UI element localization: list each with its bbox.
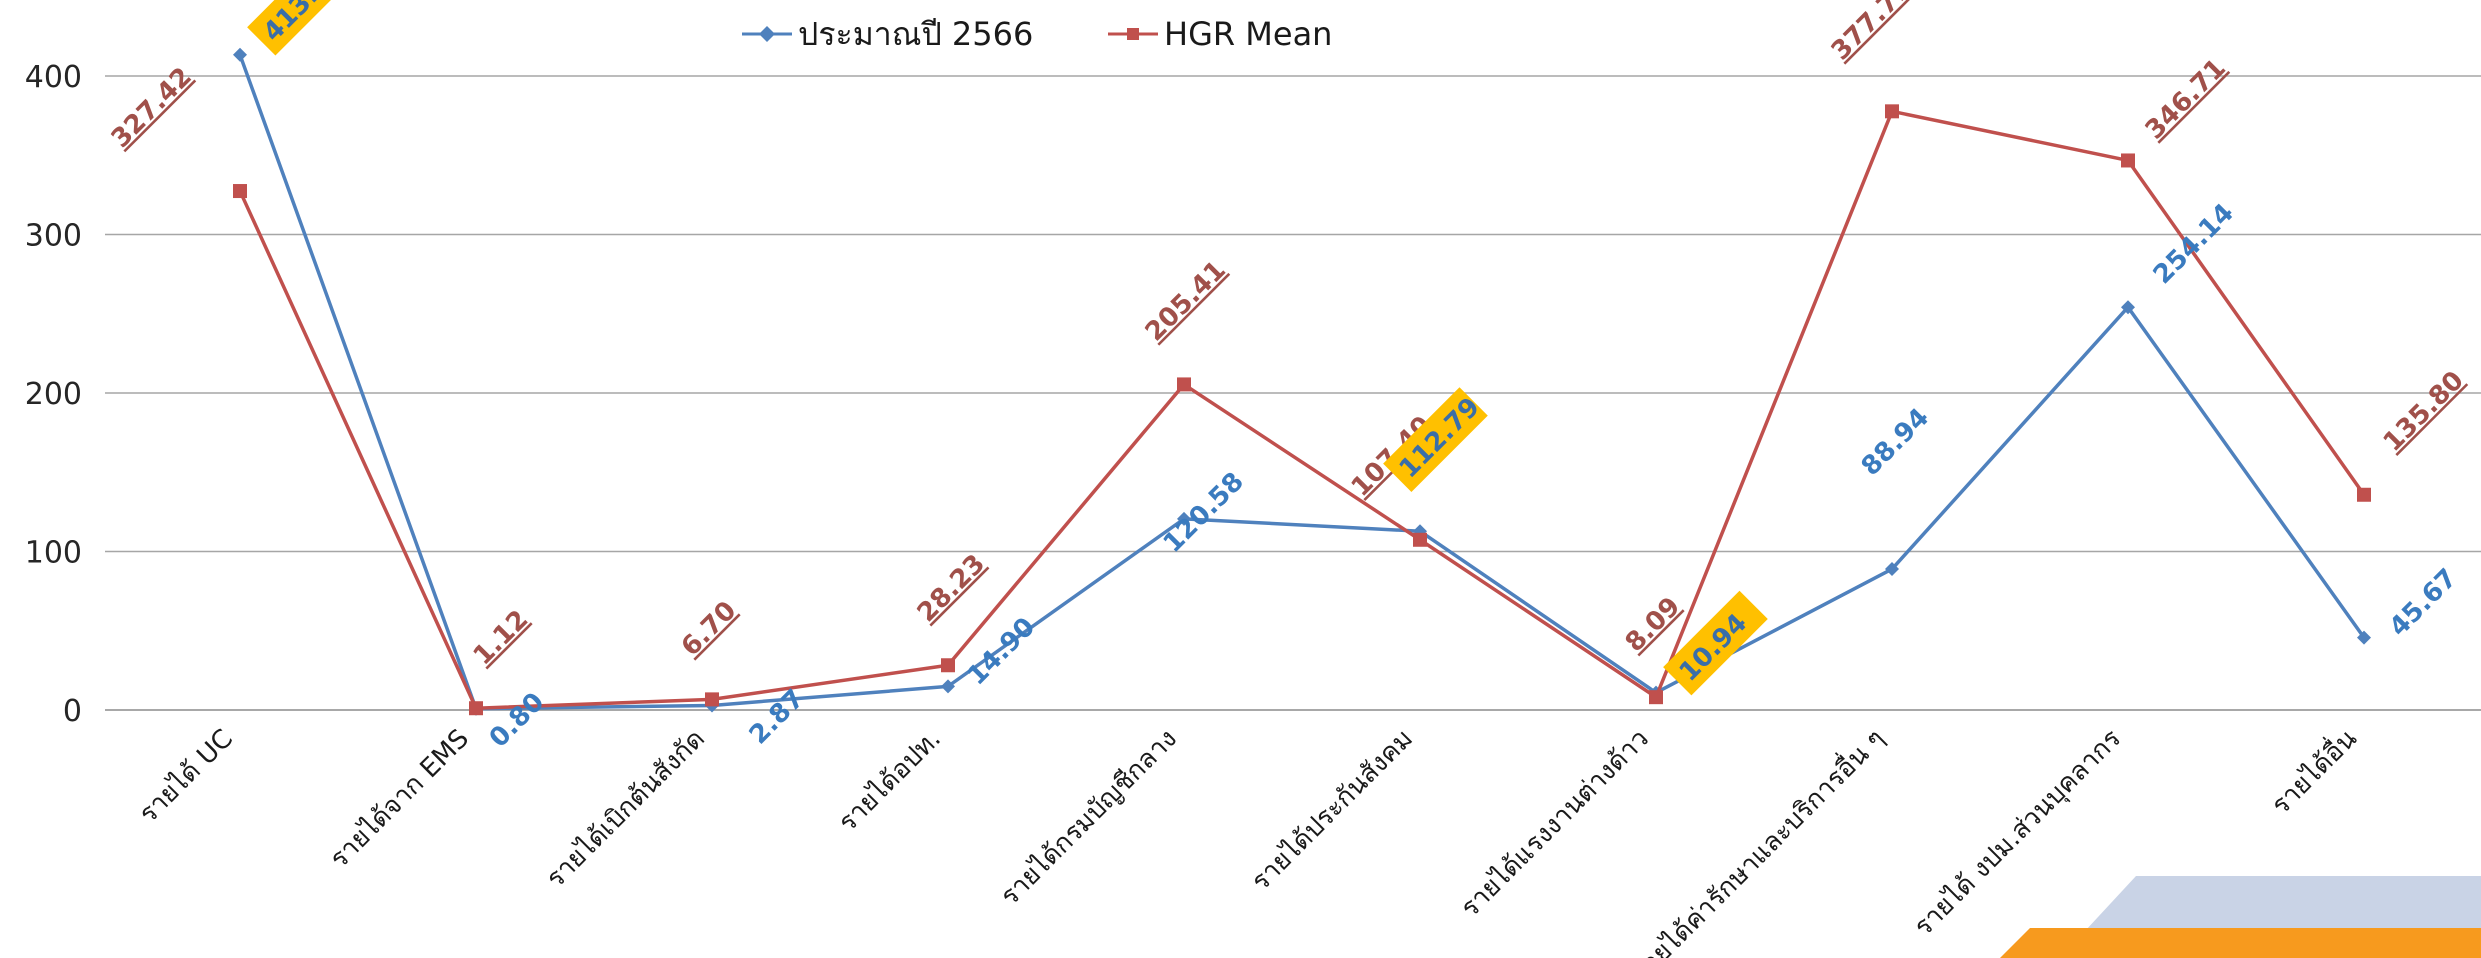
- data-label-series-1: 88.94: [1856, 403, 1935, 482]
- data-point-series-2: [469, 701, 483, 716]
- y-tick-label: 400: [25, 60, 82, 95]
- data-label-series-2-text: 205.41: [1140, 255, 1232, 347]
- data-label-series-2-text: 28.23: [912, 549, 991, 628]
- legend-label-series-2: HGR Mean: [1164, 15, 1332, 53]
- y-tick-label: 300: [25, 219, 82, 254]
- y-axis-ticks: 0 100 200 300 400: [25, 60, 82, 729]
- x-tick-label: รายได้ UC: [133, 723, 239, 829]
- y-tick-label: 100: [25, 536, 82, 571]
- data-label-series-1: 120.58: [1158, 467, 1250, 559]
- series-lines: [233, 47, 2371, 716]
- x-tick-label: รายได้อื่น: [2263, 721, 2363, 821]
- gridlines: [105, 75, 2481, 711]
- data-label-series-1: 254.14: [2148, 198, 2240, 290]
- corner-decoration: [2000, 876, 2481, 958]
- data-label-series-1-text: 45.67: [2384, 563, 2463, 642]
- data-label-series-2: 6.70: [676, 596, 743, 663]
- data-point-series-2: [2357, 487, 2371, 502]
- data-point-series-1: [941, 679, 955, 694]
- legend-marker-series-2: [1127, 28, 1139, 40]
- x-tick-label: รายได้ประกันสังคม: [1245, 723, 1419, 897]
- data-label-series-2-text: 6.70: [676, 596, 743, 663]
- label-highlight: [1663, 590, 1768, 696]
- label-highlight: [1383, 387, 1488, 492]
- data-label-series-1: 413.38: [247, 0, 352, 56]
- legend-label-series-1: ประมาณปี 2566: [798, 15, 1033, 53]
- x-tick-label: รายได้อปท.: [832, 723, 947, 838]
- data-point-series-1: [1885, 562, 1899, 577]
- x-tick-label: รายได้ค่ารักษาและบริการอื่น ๆ: [1623, 721, 1890, 958]
- x-tick-label: รายได้กรมบัญชีกลาง: [994, 723, 1183, 912]
- data-label-series-1-text: 0.80: [484, 687, 551, 754]
- x-tick-label: รายได้แรงงานต่างด้าว: [1454, 723, 1654, 923]
- y-tick-label: 200: [25, 377, 82, 412]
- data-label-series-1: 0.80: [484, 687, 551, 754]
- decor-band-orange: [2000, 928, 2481, 958]
- data-label-series-2: 346.71: [2140, 53, 2232, 145]
- series-line-1: [238, 54, 2366, 711]
- data-label-series-1-text: 120.58: [1158, 467, 1250, 559]
- data-label-series-2: 28.23: [912, 549, 991, 628]
- label-highlight: [247, 0, 352, 56]
- data-point-series-1: [2357, 630, 2371, 645]
- data-point-series-1: [2121, 300, 2135, 315]
- data-point-series-1: [1177, 511, 1191, 526]
- data-label-series-2-text: 1.12: [468, 605, 535, 672]
- legend: ประมาณปี 2566 HGR Mean: [742, 15, 1332, 53]
- data-label-series-2-text: 377.71: [1826, 0, 1918, 66]
- data-point-series-2: [705, 692, 719, 707]
- x-tick-label: รายได้จาก EMS: [324, 723, 475, 874]
- data-point-series-2: [233, 184, 247, 199]
- y-tick-label: 0: [63, 694, 82, 729]
- data-label-series-2: 135.80: [2378, 366, 2470, 458]
- data-label-series-1-text: 254.14: [2148, 198, 2240, 290]
- data-point-series-2: [1177, 377, 1191, 392]
- data-label-series-2: 205.41: [1140, 255, 1232, 347]
- series-line-2: [238, 109, 2366, 710]
- legend-marker-series-1: [759, 26, 775, 42]
- data-point-series-2: [941, 658, 955, 673]
- data-point-series-2: [1413, 532, 1427, 547]
- data-label-series-1-text: 14.90: [962, 612, 1041, 691]
- data-point-series-2: [2121, 153, 2135, 168]
- data-label-series-2-text: 135.80: [2378, 366, 2470, 458]
- data-label-series-1-text: 88.94: [1856, 403, 1935, 482]
- data-point-series-2: [1649, 690, 1663, 705]
- x-tick-label: รายได้เบิกต้นสังกัด: [540, 723, 711, 894]
- data-point-series-2: [1885, 104, 1899, 119]
- data-labels: 327.421.126.7028.23205.41107.408.09377.7…: [106, 0, 2470, 754]
- data-label-series-1: 45.67: [2384, 563, 2463, 642]
- data-label-series-2-text: 346.71: [2140, 53, 2232, 145]
- data-label-series-2: 377.71: [1826, 0, 1918, 66]
- data-label-series-1: 14.90: [962, 612, 1041, 691]
- x-tick-label: รายได้ งปม.ส่วนบุคลากร: [1908, 723, 2127, 942]
- data-label-series-2: 1.12: [468, 605, 535, 672]
- data-point-series-1: [233, 47, 247, 62]
- x-axis-ticks: รายได้ UC รายได้จาก EMS รายได้เบิกต้นสังกั…: [133, 721, 2363, 958]
